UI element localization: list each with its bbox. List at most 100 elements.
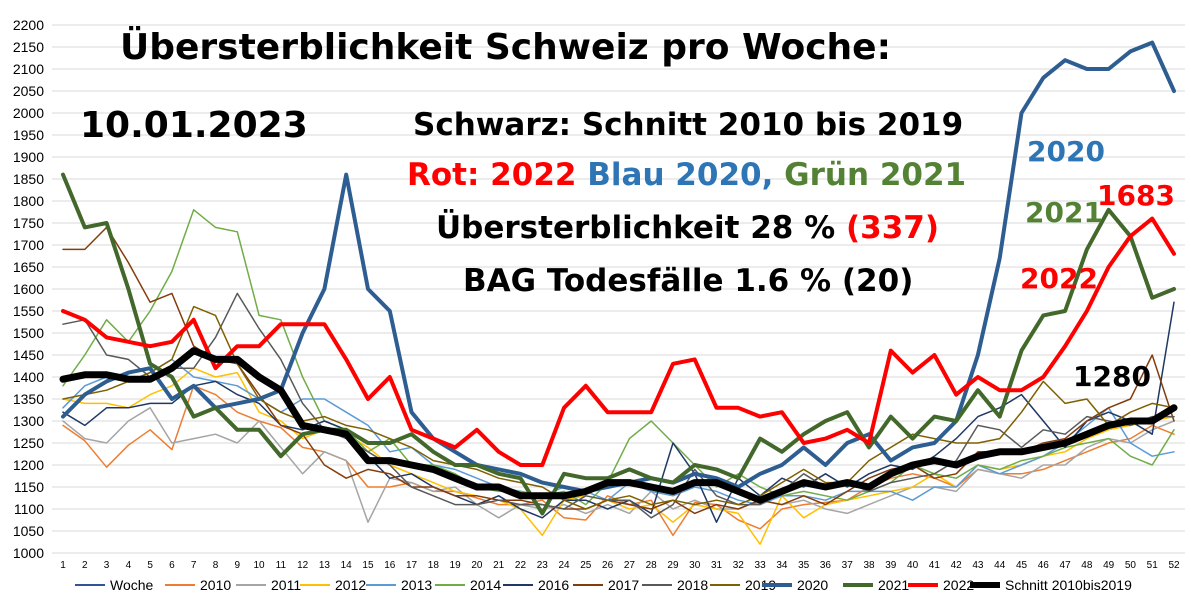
y-tick-label: 1050 (13, 523, 44, 539)
x-tick-label: 19 (450, 560, 462, 571)
series-line-2014 (62, 209, 1175, 506)
legend-label: 2021 (878, 577, 909, 593)
x-tick-label: 18 (428, 560, 440, 571)
annotation-red-2022: Rot: 2022 (407, 157, 577, 193)
x-tick-label: 6 (169, 560, 175, 571)
label-2020: 2020 (1027, 135, 1105, 168)
x-tick-label: 51 (1147, 560, 1159, 571)
y-tick-label: 1200 (13, 457, 44, 473)
legend-label: 2010 (200, 577, 231, 593)
legend-label: Schnitt 2010bis2019 (1005, 577, 1132, 593)
value-label-1683: 1683 (1097, 179, 1175, 212)
y-tick-label: 1400 (13, 369, 44, 385)
y-tick-label: 2200 (13, 17, 44, 33)
x-tick-label: 10 (253, 560, 265, 571)
y-tick-label: 1150 (14, 479, 44, 495)
x-tick-label: 36 (820, 560, 832, 571)
annotation-green-2021: Grün 2021 (784, 157, 967, 193)
legend-label: 2018 (677, 577, 708, 593)
legend-label: 2022 (943, 577, 974, 593)
annotation-line-2: Rot: 2022 Blau 2020, Grün 2021 (407, 160, 966, 191)
y-tick-label: 2150 (13, 39, 44, 55)
y-tick-label: 1250 (13, 435, 44, 451)
x-tick-label: 35 (798, 560, 810, 571)
series-line-2013 (62, 358, 1175, 506)
x-tick-label: 26 (602, 560, 614, 571)
x-tick-label: 12 (297, 560, 309, 571)
x-tick-label: 40 (907, 560, 919, 571)
y-tick-label: 1450 (13, 347, 44, 363)
y-tick-label: 1750 (13, 215, 44, 231)
x-tick-label: 14 (341, 560, 353, 571)
annotation-line-1: Schwarz: Schnitt 2010 bis 2019 (413, 107, 964, 143)
x-tick-label: 23 (537, 560, 549, 571)
x-tick-label: 50 (1125, 560, 1137, 571)
x-tick-label: 9 (234, 560, 240, 571)
x-tick-label: 15 (362, 560, 374, 571)
x-tick-label: 21 (493, 560, 505, 571)
y-tick-label: 1350 (13, 391, 44, 407)
y-tick-label: 1550 (13, 303, 44, 319)
x-tick-label: 42 (951, 560, 963, 571)
series-line-2018 (62, 292, 1175, 519)
annotation-line-3: Übersterblichkeit 28 % (337) (436, 213, 939, 244)
excess-mortality-text: Übersterblichkeit 28 % (436, 210, 836, 246)
legend-label: Woche (110, 577, 154, 593)
x-tick-label: 32 (733, 560, 745, 571)
x-tick-label: 11 (276, 560, 287, 571)
x-tick-label: 24 (558, 560, 570, 571)
y-tick-label: 1850 (13, 171, 44, 187)
legend-label: 2020 (797, 577, 828, 593)
annotation-line-4: BAG Todesfälle 1.6 % (20) (463, 263, 914, 299)
excess-mortality-value: (337) (845, 210, 940, 246)
x-tick-label: 1 (60, 560, 66, 571)
y-tick-label: 1800 (13, 193, 44, 209)
legend-label: 2017 (608, 577, 639, 593)
legend-label: 2012 (335, 577, 366, 593)
legend-label: 2014 (470, 577, 501, 593)
x-tick-label: 52 (1168, 560, 1180, 571)
x-tick-label: 30 (689, 560, 701, 571)
x-tick-label: 28 (646, 560, 658, 571)
label-2021: 2021 (1025, 196, 1103, 229)
annotation-blue-2020: Blau 2020, (587, 157, 774, 193)
x-tick-label: 38 (863, 560, 875, 571)
x-tick-label: 7 (191, 560, 197, 571)
value-label-1280: 1280 (1073, 360, 1151, 393)
y-tick-label: 1300 (13, 413, 44, 429)
x-tick-label: 34 (776, 560, 788, 571)
y-tick-label: 2000 (13, 105, 44, 121)
x-tick-label: 22 (515, 560, 527, 571)
x-tick-label: 2 (82, 560, 88, 571)
x-tick-label: 3 (104, 560, 110, 571)
x-tick-label: 39 (885, 560, 897, 571)
label-2022: 2022 (1020, 262, 1098, 295)
y-tick-label: 1900 (13, 149, 44, 165)
legend-label: 2013 (401, 577, 432, 593)
x-tick-label: 8 (213, 560, 219, 571)
x-tick-label: 4 (126, 560, 132, 571)
x-tick-label: 45 (1016, 560, 1028, 571)
x-tick-label: 49 (1103, 560, 1115, 571)
chart-title: Übersterblichkeit Schweiz pro Woche: (120, 27, 891, 68)
x-tick-label: 27 (624, 560, 636, 571)
y-tick-label: 2100 (13, 61, 44, 77)
x-tick-label: 41 (929, 560, 941, 571)
y-tick-label: 2050 (13, 83, 44, 99)
y-tick-label: 1950 (13, 127, 44, 143)
series-line-2019 (62, 305, 1175, 510)
y-tick-label: 1650 (13, 259, 44, 275)
legend-label: 2011 (271, 577, 301, 593)
series-line-2016 (62, 301, 1175, 523)
x-tick-label: 17 (406, 560, 418, 571)
x-tick-label: 48 (1081, 560, 1093, 571)
legend-label: 2016 (538, 577, 569, 593)
legend-label: 2019 (745, 577, 776, 593)
x-tick-label: 47 (1060, 560, 1072, 571)
x-tick-label: 5 (147, 560, 153, 571)
series-line-2022 (61, 216, 1176, 467)
series-line-2021 (61, 172, 1176, 516)
x-tick-label: 29 (667, 560, 679, 571)
x-tick-label: 44 (994, 560, 1006, 571)
